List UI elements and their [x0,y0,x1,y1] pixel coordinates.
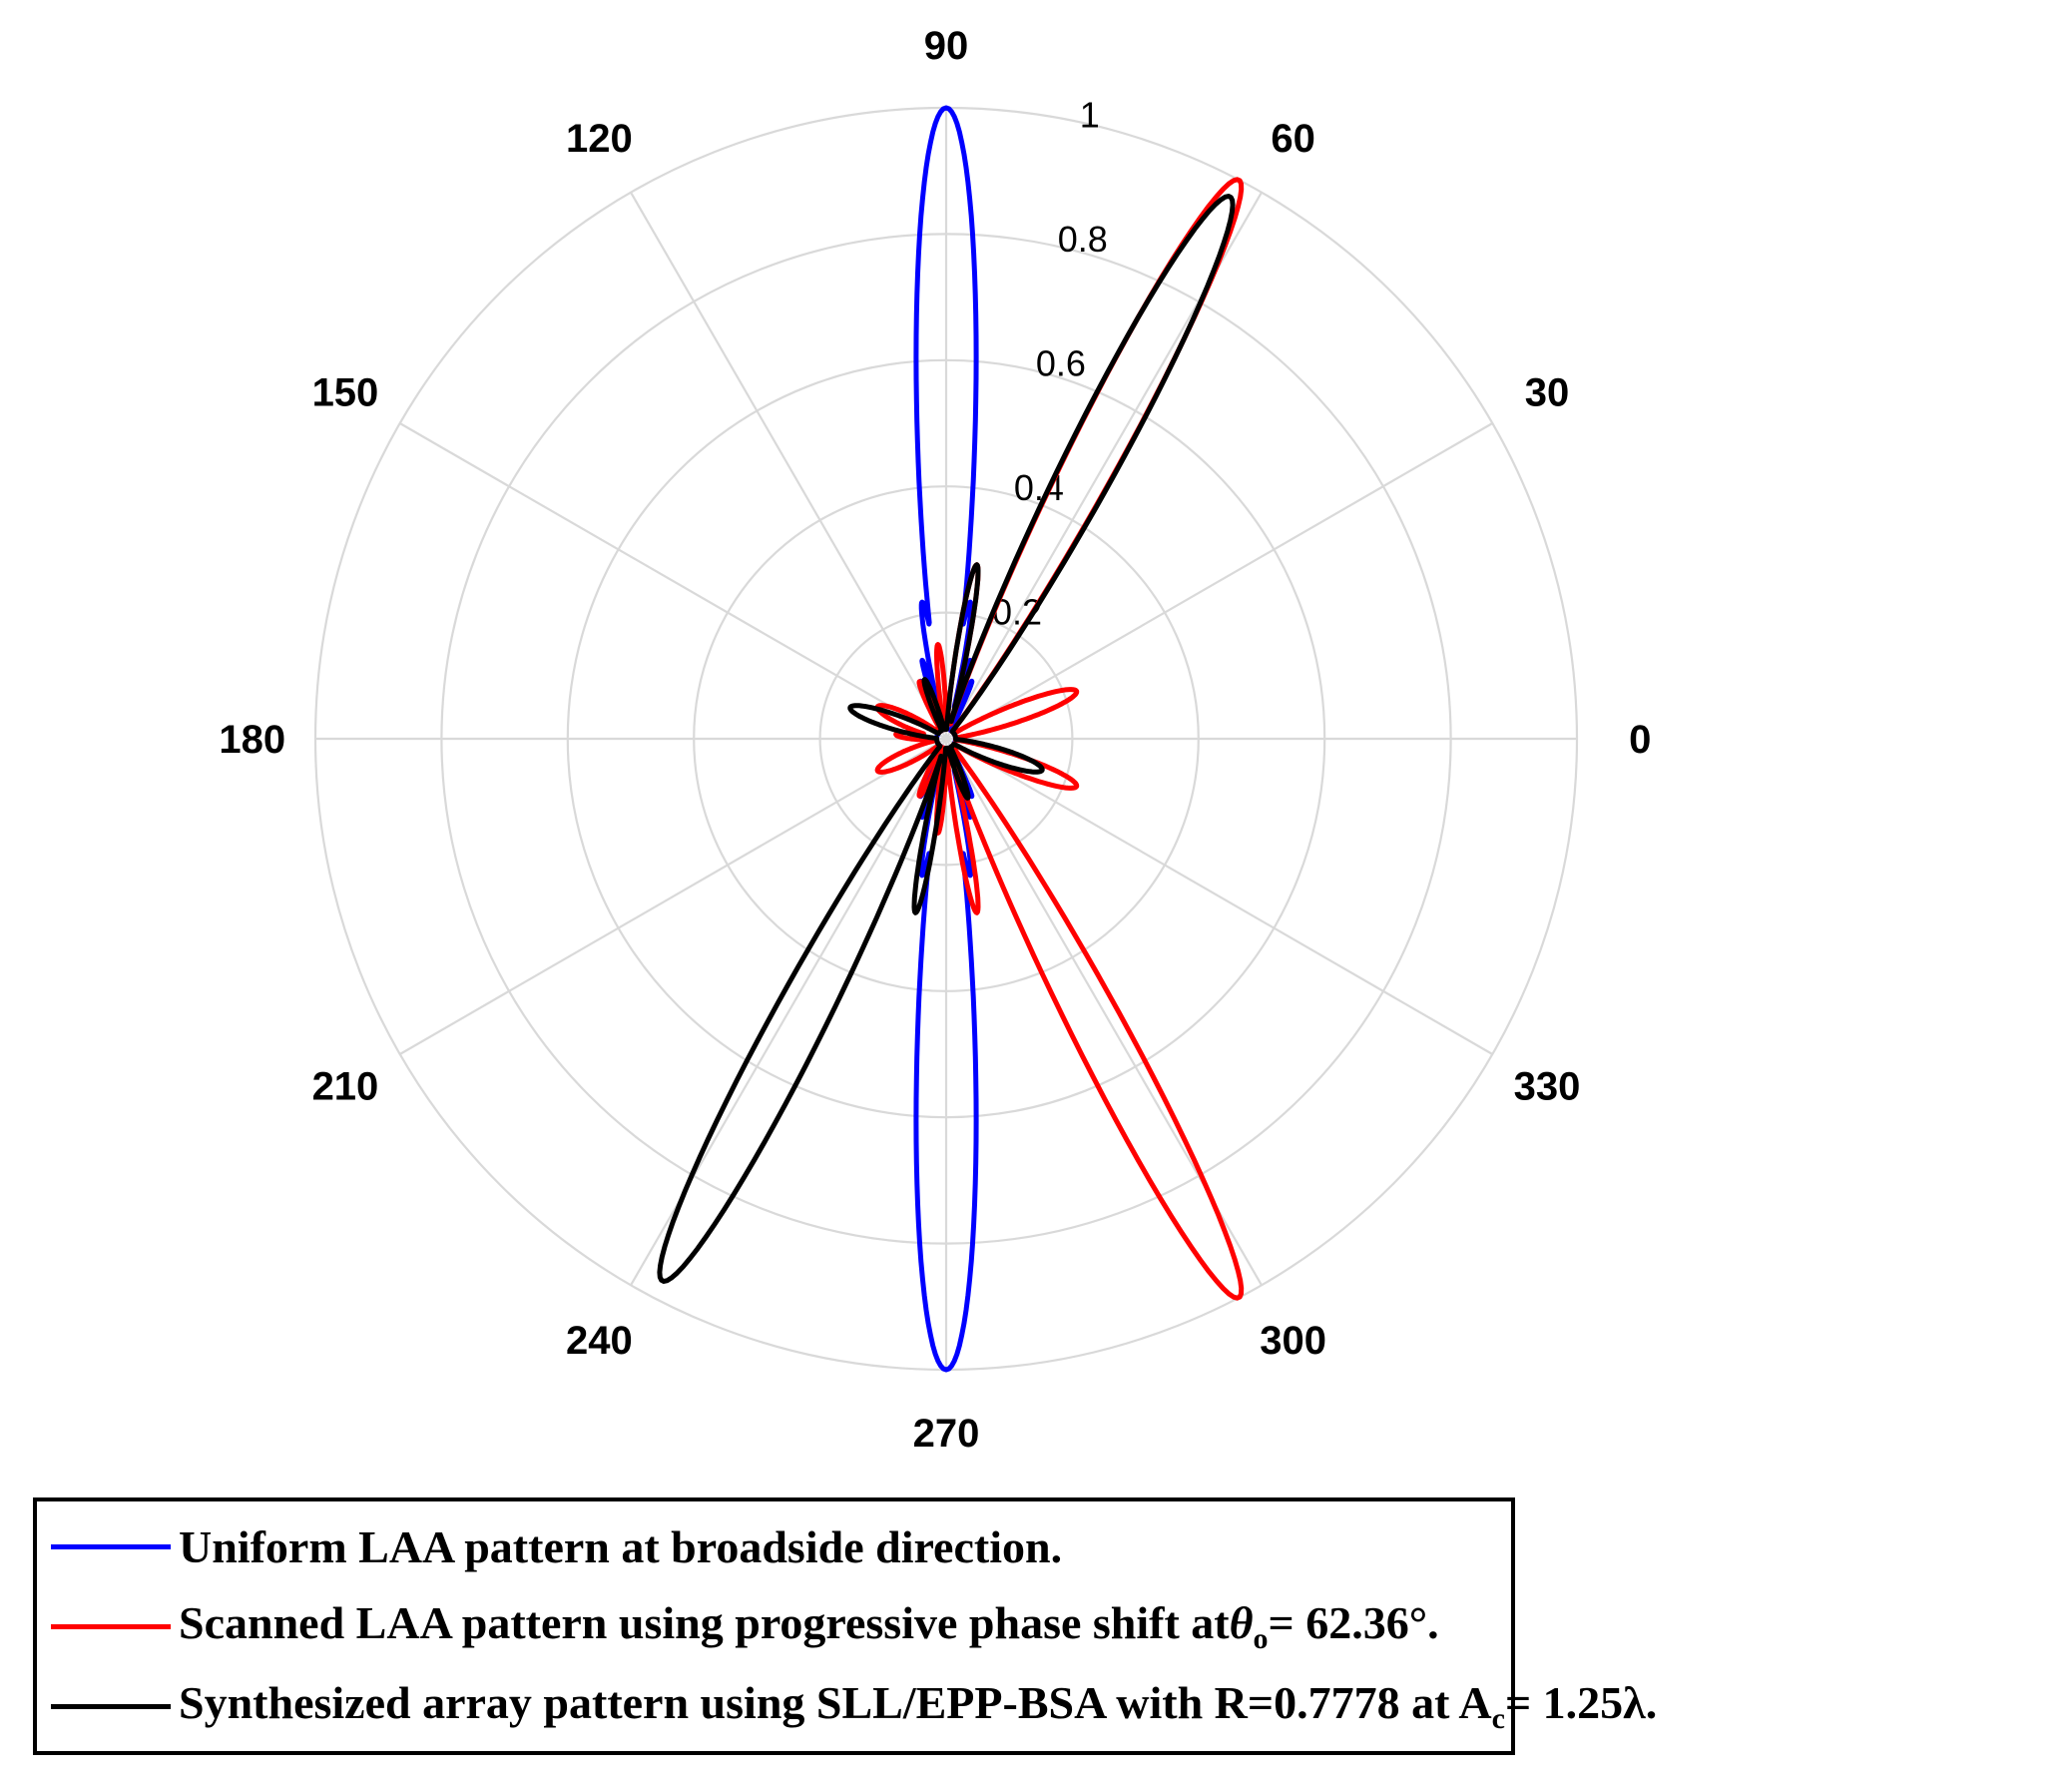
legend-label-scanned: Scanned LAA pattern using progressive ph… [179,1596,1439,1656]
angle-tick-label: 240 [566,1319,633,1363]
pattern-curves [657,105,1245,1373]
r-tick-label: 1 [1080,95,1100,136]
angle-tick-label: 210 [312,1065,379,1109]
angle-tick-label: 180 [219,718,285,762]
angle-tick-label: 90 [924,24,969,68]
legend: Uniform LAA pattern at broadside directi… [33,1497,1657,1755]
legend-label-synthesized: Synthesized array pattern using SLL/EPP-… [179,1676,1658,1736]
legend-swatch-black [51,1703,171,1709]
grid-spoke-330 [945,738,1493,1055]
grid-spoke-30 [945,422,1493,740]
angle-tick-label: 60 [1271,117,1315,161]
r-tick-label: 0.6 [1036,343,1086,384]
r-tick-label: 0.8 [1058,219,1108,260]
angle-tick-label: 270 [913,1412,980,1448]
grid-spoke-150 [399,422,947,740]
legend-item-scanned: Scanned LAA pattern using progressive ph… [51,1586,1439,1666]
angle-tick-label: 330 [1514,1065,1581,1109]
legend-item-uniform: Uniform LAA pattern at broadside directi… [51,1506,1062,1586]
legend-item-synthesized: Synthesized array pattern using SLL/EPP-… [51,1666,1657,1746]
angle-tick-label: 150 [312,370,379,414]
angle-tick-label: 300 [1260,1319,1326,1363]
polar-plot: 0.20.40.60.81 03060901201501802102402703… [219,24,1651,1448]
polar-grid [313,106,1579,1372]
angular-tick-labels: 0 30 60 90 120 150 180 210 240 270 300 330 [219,24,1651,1448]
angle-tick-label: 0 [1629,718,1651,762]
legend-swatch-blue [51,1543,171,1549]
grid-spoke-120 [630,192,947,740]
legend-label-uniform: Uniform LAA pattern at broadside directi… [179,1520,1063,1572]
angle-tick-label: 30 [1525,370,1570,414]
radial-tick-labels: 0.20.40.60.81 [992,95,1108,633]
angle-tick-label: 120 [566,117,633,161]
legend-swatch-red [51,1623,171,1629]
grid-spoke-210 [399,738,947,1055]
series-line-2 [657,194,1236,1284]
